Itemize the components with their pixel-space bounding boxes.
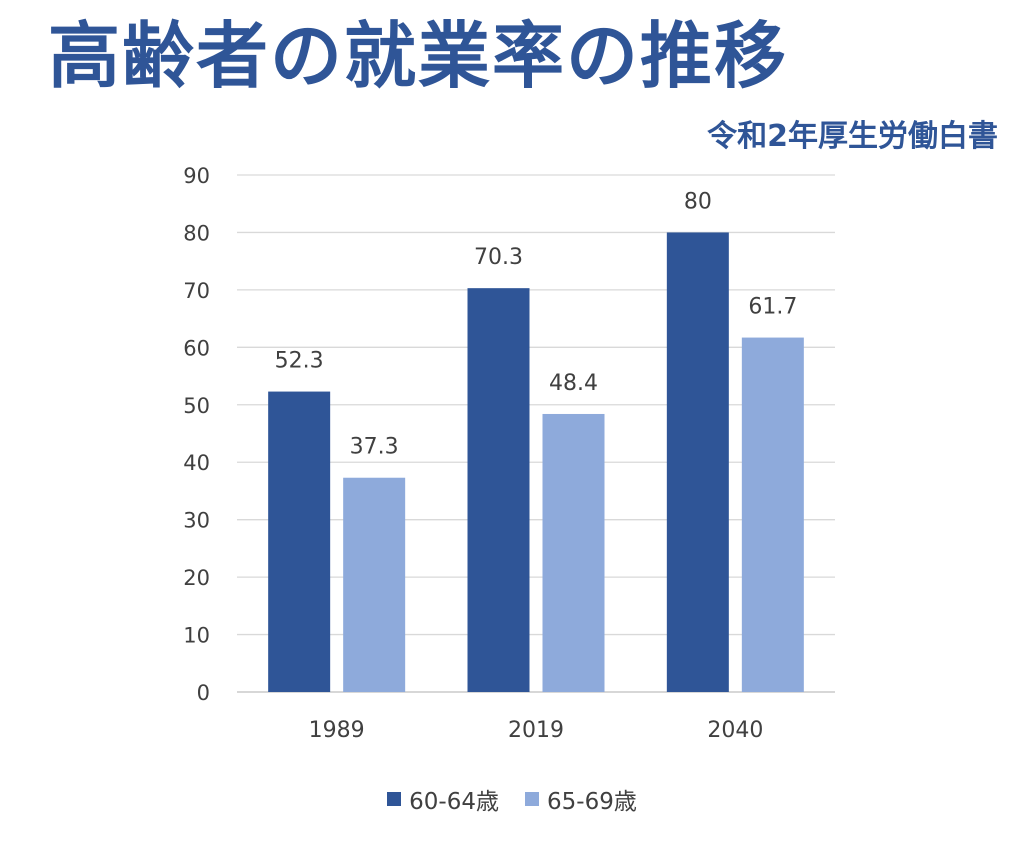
y-tick-label: 70 xyxy=(183,279,210,303)
data-label: 52.3 xyxy=(275,349,324,374)
chart-title: 高齢者の就業率の推移 xyxy=(48,14,789,98)
bar xyxy=(666,232,729,692)
y-tick-label: 0 xyxy=(197,681,210,705)
y-tick-label: 10 xyxy=(183,624,210,648)
y-tick-label: 50 xyxy=(183,394,210,418)
legend: 60-64歳 65-69歳 xyxy=(0,782,1024,816)
bar xyxy=(467,288,530,692)
legend-swatch-series-2 xyxy=(525,792,539,806)
x-tick-label: 1989 xyxy=(309,718,365,743)
data-label: 80 xyxy=(684,189,712,214)
x-tick-label: 2019 xyxy=(508,718,564,743)
y-tick-label: 60 xyxy=(183,336,210,360)
chart-source: 令和2年厚生労働白書 xyxy=(707,119,998,154)
data-label: 48.4 xyxy=(549,371,598,396)
y-tick-label: 90 xyxy=(183,164,210,188)
bar xyxy=(268,391,331,692)
y-tick-label: 30 xyxy=(183,509,210,533)
legend-label-series-2: 65-69歳 xyxy=(547,789,637,815)
x-tick-label: 2040 xyxy=(707,718,763,743)
data-label: 70.3 xyxy=(474,245,523,270)
bar xyxy=(343,477,406,692)
data-label: 37.3 xyxy=(350,435,399,460)
y-tick-label: 80 xyxy=(183,221,210,245)
data-label: 61.7 xyxy=(748,295,797,320)
bar xyxy=(741,337,804,692)
legend-label-series-1: 60-64歳 xyxy=(409,789,499,815)
y-tick-label: 40 xyxy=(183,451,210,475)
legend-item-series-2: 65-69歳 xyxy=(525,782,637,816)
y-tick-label: 20 xyxy=(183,566,210,590)
legend-swatch-series-1 xyxy=(387,792,402,806)
bar xyxy=(542,413,605,692)
legend-item-series-1: 60-64歳 xyxy=(387,782,499,816)
